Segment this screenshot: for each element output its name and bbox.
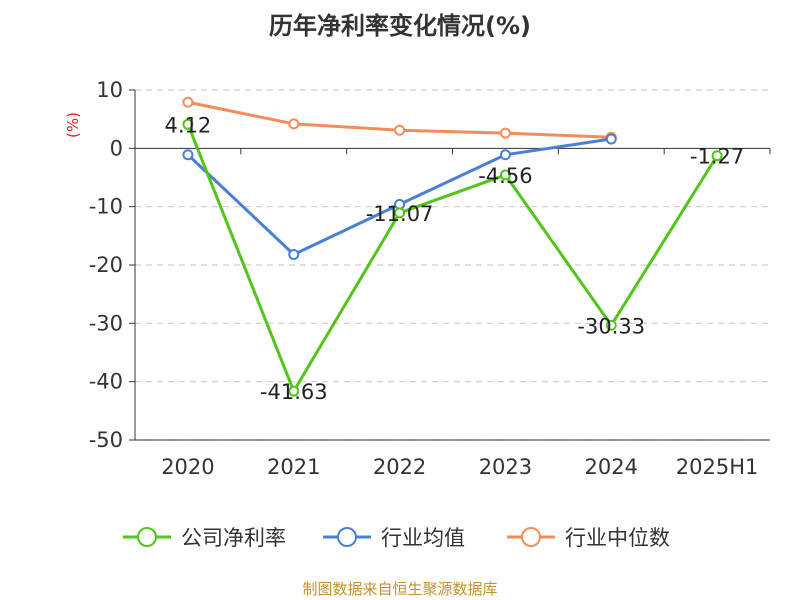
- x-tick-label: 2023: [479, 455, 532, 479]
- data-point: [711, 150, 723, 162]
- legend-marker: [137, 527, 157, 547]
- legend: 公司净利率 行业均值 行业中位数: [123, 526, 670, 550]
- data-point: [288, 385, 300, 397]
- legend-label: 行业均值: [381, 526, 465, 550]
- data-point: [394, 207, 406, 219]
- data-point: [499, 127, 511, 139]
- y-tick-label: -40: [89, 370, 123, 394]
- legend-label: 公司净利率: [181, 526, 286, 550]
- series-lines: [182, 96, 723, 397]
- data-point: [288, 118, 300, 130]
- series-line: [186, 123, 719, 393]
- data-point: [499, 169, 511, 181]
- data-label: -11.07: [366, 202, 434, 226]
- x-tick-label: 2022: [373, 455, 426, 479]
- grid-lines: [135, 89, 770, 441]
- y-tick-label: -10: [89, 195, 123, 219]
- data-point: [605, 319, 617, 331]
- y-tick-label: -50: [89, 428, 123, 452]
- x-tick-label: 2024: [585, 455, 638, 479]
- legend-marker: [337, 527, 357, 547]
- legend-marker: [521, 527, 541, 547]
- data-label: -1.27: [690, 145, 744, 169]
- data-point: [394, 124, 406, 136]
- data-point: [288, 249, 300, 260]
- data-point: [182, 96, 194, 108]
- data-point: [182, 149, 194, 161]
- data-point: [605, 133, 617, 145]
- y-tick-label: -20: [89, 253, 123, 277]
- x-tick-label: 2025H1: [676, 455, 759, 479]
- legend-label: 行业中位数: [565, 526, 670, 550]
- y-axis-label: (%): [64, 112, 82, 138]
- axes: 10 0 -10 -20 -30 -40 -50 2020 2021 2022 2023 2024 20…: [89, 78, 771, 479]
- data-point: [182, 118, 194, 130]
- y-tick-label: 0: [110, 136, 123, 160]
- data-label: 4.12: [165, 113, 212, 137]
- y-tick-label: 10: [96, 78, 123, 102]
- data-source-note: 制图数据来自恒生聚源数据库: [302, 580, 497, 598]
- y-tick-label: -30: [89, 311, 123, 335]
- data-point: [499, 149, 511, 161]
- data-label: -4.56: [478, 164, 532, 188]
- data-label: -30.33: [577, 314, 645, 338]
- chart-title: 历年净利率变化情况(%): [269, 12, 531, 40]
- x-tick-label: 2020: [161, 455, 214, 479]
- data-labels: 4.12 -41.63 -11.07 -4.56 -30.33 -1.27: [165, 113, 745, 404]
- x-tick-label: 2021: [267, 455, 320, 479]
- data-label: -41.63: [260, 380, 328, 404]
